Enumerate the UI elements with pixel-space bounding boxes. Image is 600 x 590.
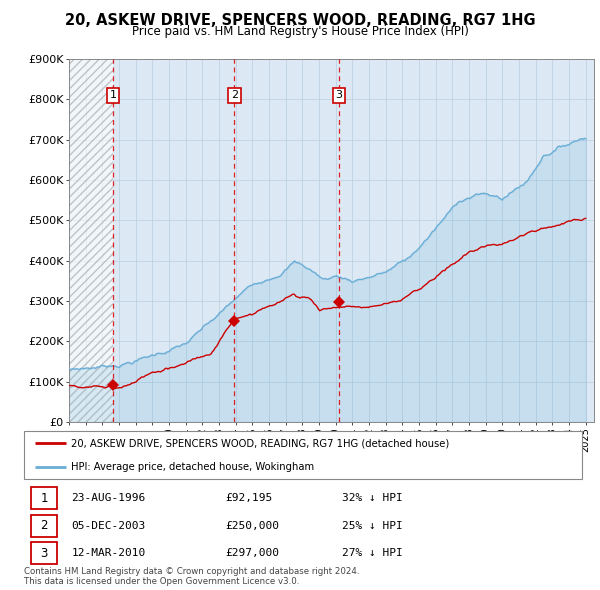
Text: 2: 2 [40,519,48,532]
Text: 2: 2 [231,90,238,100]
Text: £250,000: £250,000 [225,521,279,530]
FancyBboxPatch shape [31,542,58,564]
Text: 3: 3 [335,90,343,100]
Text: 3: 3 [40,547,48,560]
Text: 32% ↓ HPI: 32% ↓ HPI [342,493,403,503]
Text: Price paid vs. HM Land Registry's House Price Index (HPI): Price paid vs. HM Land Registry's House … [131,25,469,38]
FancyBboxPatch shape [24,431,582,479]
Text: 20, ASKEW DRIVE, SPENCERS WOOD, READING, RG7 1HG: 20, ASKEW DRIVE, SPENCERS WOOD, READING,… [65,13,535,28]
Text: HPI: Average price, detached house, Wokingham: HPI: Average price, detached house, Woki… [71,461,314,471]
Text: 25% ↓ HPI: 25% ↓ HPI [342,521,403,530]
Text: 1: 1 [110,90,116,100]
Text: 23-AUG-1996: 23-AUG-1996 [71,493,146,503]
Text: £297,000: £297,000 [225,548,279,558]
Text: £92,195: £92,195 [225,493,272,503]
FancyBboxPatch shape [31,515,58,536]
FancyBboxPatch shape [31,487,58,509]
Text: 27% ↓ HPI: 27% ↓ HPI [342,548,403,558]
Text: 12-MAR-2010: 12-MAR-2010 [71,548,146,558]
Text: 05-DEC-2003: 05-DEC-2003 [71,521,146,530]
Text: Contains HM Land Registry data © Crown copyright and database right 2024.
This d: Contains HM Land Registry data © Crown c… [24,567,359,586]
Text: 20, ASKEW DRIVE, SPENCERS WOOD, READING, RG7 1HG (detached house): 20, ASKEW DRIVE, SPENCERS WOOD, READING,… [71,438,449,448]
Text: 1: 1 [40,491,48,504]
